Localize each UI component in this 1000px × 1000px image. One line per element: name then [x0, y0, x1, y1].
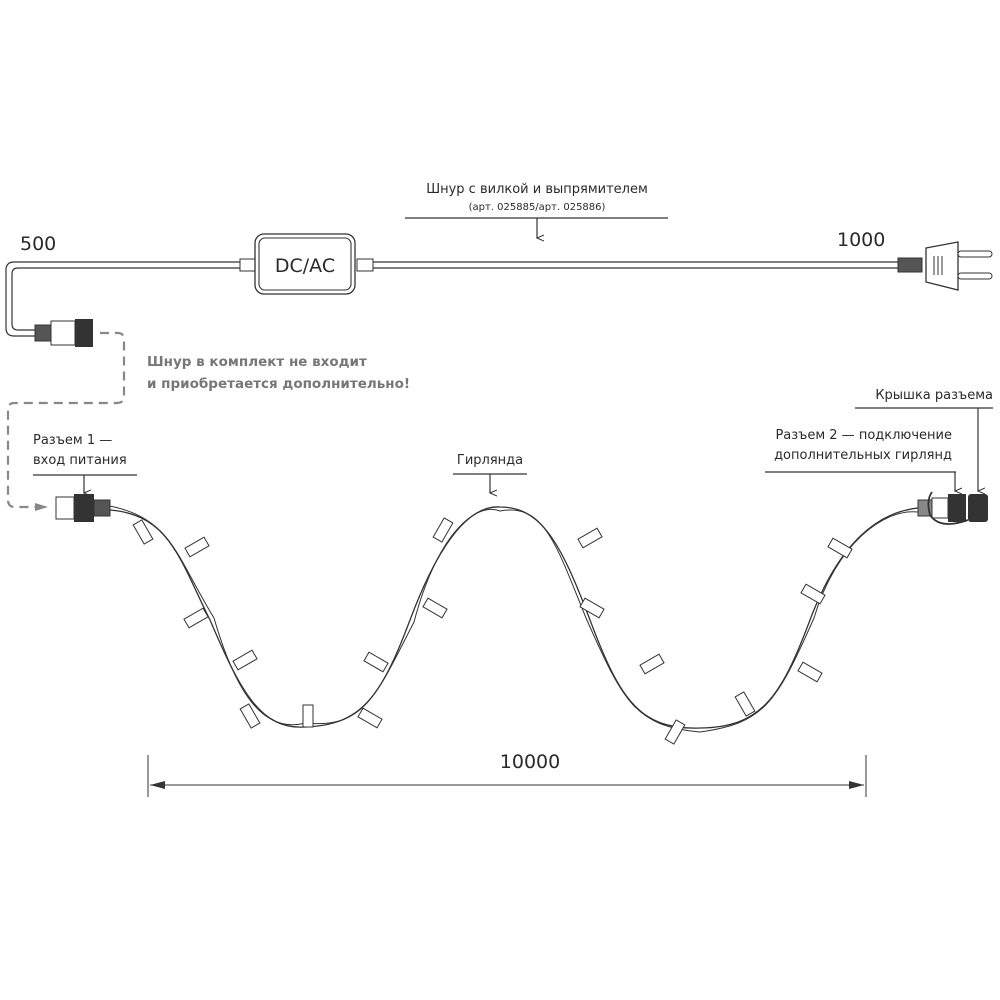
- bulb-icon: [797, 661, 823, 683]
- bulb-icon: [664, 719, 686, 745]
- bulb-icon: [827, 537, 853, 559]
- garland-label: Гирлянда: [457, 453, 523, 468]
- bulb-icon: [577, 527, 603, 549]
- bulb-icon: [232, 649, 258, 671]
- dimension-line: [147, 755, 867, 797]
- bulb-icon: [422, 597, 448, 619]
- connector2-line1: Разъем 2 — подключение: [775, 428, 952, 443]
- cap-label: Крышка разъема: [875, 388, 993, 403]
- bulb-icon: [734, 691, 756, 717]
- bulb-icon: [579, 597, 605, 619]
- converter-label: DC/AC: [275, 255, 335, 277]
- bulb-icon: [132, 519, 154, 545]
- warning-line2: и приобретается дополнительно!: [147, 376, 410, 392]
- bulb-icon: [239, 703, 261, 729]
- connector-cap-icon: [927, 491, 988, 525]
- connector2-line2: дополнительных гирлянд: [774, 448, 952, 463]
- dc-ac-converter: DC/AC: [239, 233, 374, 295]
- power-cord: [5, 261, 900, 337]
- bulbs: [132, 517, 853, 745]
- bulb-icon: [357, 707, 383, 729]
- cord-connector-icon: [34, 319, 93, 347]
- cord-title: Шнур с вилкой и выпрямителем: [426, 182, 648, 197]
- bulb-icon: [183, 607, 209, 629]
- dimension-length: 10000: [500, 751, 560, 773]
- garland-wire: [109, 505, 919, 733]
- power-plug-icon: [897, 241, 993, 291]
- connector1-line2: вход питания: [33, 453, 127, 468]
- connector1-line1: Разъем 1 —: [33, 433, 112, 448]
- connector2-icon: [917, 494, 966, 522]
- warning-line1: Шнур в комплект не входит: [147, 354, 367, 370]
- connector1-icon: [55, 494, 111, 522]
- length-right: 1000: [837, 229, 885, 251]
- bulb-icon: [302, 704, 314, 728]
- bulb-icon: [800, 583, 826, 605]
- bulb-icon: [639, 653, 665, 675]
- optional-connection-dashed-line: [6, 331, 126, 511]
- bulb-icon: [363, 651, 389, 673]
- length-left: 500: [20, 233, 56, 255]
- bulb-icon: [184, 536, 210, 558]
- bulb-icon: [432, 517, 454, 543]
- cord-article: (арт. 025885/арт. 025886): [469, 202, 606, 213]
